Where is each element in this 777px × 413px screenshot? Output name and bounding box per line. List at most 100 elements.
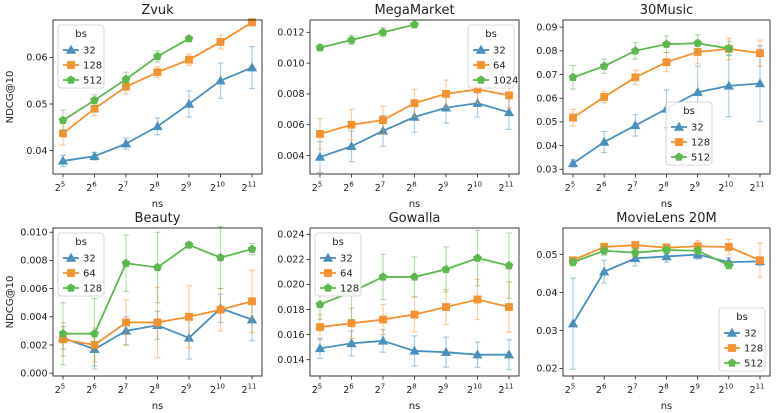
data-point [630, 120, 641, 130]
series-128 [58, 225, 257, 370]
data-point [90, 104, 99, 113]
data-point [723, 80, 734, 90]
y-tick-label: 0.000 [20, 368, 47, 379]
data-point [57, 155, 69, 165]
data-point [568, 257, 578, 266]
legend-title: bs [485, 29, 497, 40]
data-point [153, 262, 162, 272]
y-tick-label: 0.06 [536, 93, 557, 104]
x-tick-label: 28 [406, 181, 417, 195]
data-point [315, 299, 325, 309]
data-point [692, 87, 703, 97]
plot-frame [52, 19, 263, 175]
data-point [90, 341, 99, 349]
legend-title: bs [683, 106, 695, 117]
y-tick-label: 0.06 [26, 53, 47, 64]
data-point [121, 74, 131, 83]
data-point [442, 303, 450, 311]
data-point [314, 343, 326, 353]
x-tick-label: 28 [658, 383, 669, 397]
legend-label: 32 [340, 254, 353, 265]
data-point [599, 246, 609, 255]
data-point [58, 329, 68, 338]
data-point [410, 310, 419, 319]
data-point [600, 93, 609, 101]
series-32 [314, 328, 515, 371]
chart-title: Zvuk [141, 3, 174, 18]
data-point [661, 251, 672, 261]
data-point [346, 338, 357, 348]
legend-box [57, 232, 105, 297]
legend-label: 32 [744, 329, 757, 340]
y-tick-label: 0.004 [20, 312, 47, 323]
data-point [246, 314, 258, 324]
plot-frame [309, 19, 520, 175]
series-64 [59, 269, 256, 363]
x-tick-label: 210 [467, 181, 482, 195]
x-tick-label: 210 [210, 181, 225, 195]
legend: bs 32 128 512 [57, 24, 105, 89]
legend-marker [477, 61, 485, 69]
x-tick-label: 25 [312, 181, 323, 195]
plot-frame [562, 19, 771, 175]
data-point [662, 245, 671, 254]
x-tick-label: 29 [181, 181, 192, 195]
x-tick-label: 29 [689, 383, 700, 397]
y-tick-label: 0.002 [20, 340, 47, 351]
data-point [316, 130, 324, 138]
legend-title: bs [75, 29, 87, 40]
data-point [347, 319, 356, 328]
data-point [662, 58, 671, 67]
legend-label: 32 [493, 46, 506, 57]
data-point [58, 115, 68, 125]
data-point [314, 151, 326, 161]
data-point [316, 323, 324, 331]
data-point [441, 264, 451, 274]
data-point [90, 329, 99, 338]
data-point [505, 91, 513, 100]
data-point [379, 116, 387, 124]
series-line [572, 42, 729, 79]
data-point [410, 20, 419, 29]
data-point [378, 27, 388, 37]
series-line [572, 249, 730, 267]
data-point [315, 43, 325, 52]
legend-title: bs [332, 237, 344, 248]
legend: bs 32 64 128 [57, 232, 105, 297]
y-tick-label: 0.010 [277, 58, 304, 69]
data-point [756, 256, 764, 265]
data-point [630, 248, 640, 257]
data-point [247, 244, 257, 253]
legend-box [57, 24, 105, 89]
plot-frame [309, 227, 520, 377]
y-tick-label: 0.008 [277, 89, 304, 100]
y-tick-label: 0.04 [536, 141, 557, 152]
series-64 [316, 278, 513, 341]
x-tick-label: 25 [312, 383, 323, 397]
legend-label: 32 [691, 123, 704, 134]
data-point [152, 121, 163, 131]
x-tick-label: 211 [499, 181, 514, 195]
legend-label: 64 [340, 269, 353, 280]
x-tick-label: 27 [627, 181, 638, 195]
data-point [216, 305, 225, 314]
data-point [409, 345, 420, 355]
data-point [693, 38, 703, 47]
data-point [377, 335, 389, 345]
x-tick-label: 25 [55, 181, 66, 195]
legend: bs 32 64 128 [314, 232, 362, 297]
data-point [215, 75, 226, 85]
x-tick-label: 28 [149, 383, 160, 397]
legend-label: 128 [83, 61, 102, 72]
data-point [599, 266, 610, 276]
y-tick-label: 0.018 [277, 305, 304, 316]
x-tick-label: 25 [55, 383, 66, 397]
legend-label: 128 [83, 284, 102, 295]
legend: bs 32 128 512 [665, 101, 713, 166]
x-tick-label: 26 [343, 181, 354, 195]
data-point [122, 82, 130, 91]
x-tick-label: 29 [438, 181, 449, 195]
x-tick-label: 210 [210, 383, 225, 397]
data-point [410, 99, 419, 108]
data-point [89, 151, 100, 161]
